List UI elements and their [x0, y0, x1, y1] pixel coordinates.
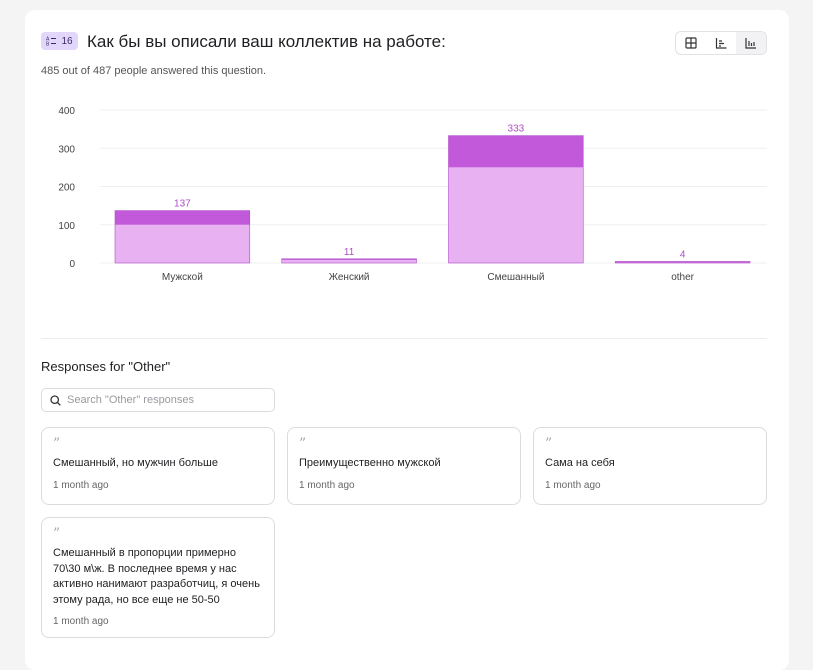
y-tick-label: 400	[58, 106, 75, 117]
y-tick-label: 100	[58, 221, 75, 232]
vertical-bar-view-button[interactable]	[736, 32, 766, 54]
bar-segment-upper	[615, 261, 750, 263]
quote-icon: ”	[545, 436, 553, 452]
response-text: Преимущественно мужской	[299, 457, 441, 469]
x-category-label: other	[671, 272, 694, 283]
svg-text:B: B	[46, 42, 50, 47]
bar-value-label: 137	[174, 199, 191, 210]
response-time: 1 month ago	[299, 479, 355, 491]
bar-value-label: 4	[680, 249, 686, 260]
response-text: Смешанный в пропорции примерно 70\30 м\ж…	[53, 547, 260, 606]
response-time: 1 month ago	[53, 616, 109, 627]
x-category-label: Женский	[329, 272, 370, 283]
response-text: Сама на себя	[545, 457, 615, 469]
other-responses-title: Responses for "Other"	[41, 359, 171, 374]
divider	[41, 338, 767, 339]
y-tick-label: 0	[69, 259, 75, 270]
question-number: 16	[61, 35, 73, 47]
bar-segment-upper	[448, 135, 584, 168]
bar-outline	[614, 261, 751, 264]
other-search-input[interactable]	[67, 394, 257, 406]
view-toggle	[675, 31, 767, 55]
response-time: 1 month ago	[53, 479, 109, 491]
svg-text:A: A	[46, 37, 50, 43]
question-title: Как бы вы описали ваш коллектив на работ…	[87, 32, 446, 51]
bar-outline	[114, 210, 251, 264]
y-tick-label: 300	[58, 144, 75, 155]
response-card: ” Сама на себя 1 month ago	[533, 427, 767, 505]
bar-value-label: 11	[344, 247, 355, 258]
quote-icon: ”	[299, 436, 307, 452]
answered-count: 485 out of 487 people answered this ques…	[41, 65, 267, 77]
bar-segment-upper	[115, 210, 250, 225]
other-search	[41, 388, 275, 412]
x-category-label: Смешанный	[487, 272, 544, 283]
bar-segment-lower	[281, 259, 417, 263]
bar-outline	[281, 258, 417, 264]
table-view-button[interactable]	[676, 32, 706, 54]
y-tick-label: 200	[58, 183, 75, 194]
search-icon	[50, 394, 61, 406]
table-icon	[685, 37, 697, 49]
response-card: ” Смешанный в пропорции примерно 70\30 м\…	[41, 517, 275, 638]
bar-segment-lower	[115, 224, 250, 263]
vertical-bar-icon	[745, 38, 756, 49]
response-card: ” Смешанный, но мужчин больше 1 month ago	[41, 427, 275, 505]
bar-chart: 0 100 200 300 400 137 Мужской 11 Женский 333 Смеша…	[58, 106, 767, 283]
bar-segment-lower	[448, 167, 584, 263]
bar-value-label: 333	[508, 124, 525, 135]
quote-icon: ”	[53, 436, 61, 452]
response-text: Смешанный, но мужчин больше	[53, 457, 218, 469]
response-time: 1 month ago	[545, 479, 601, 491]
bar-outline	[448, 135, 584, 264]
horizontal-bar-view-button[interactable]	[706, 32, 736, 54]
x-category-label: Мужской	[162, 272, 203, 283]
quote-icon: ”	[53, 526, 61, 542]
list-order-icon: AB	[46, 37, 57, 47]
response-card: ” Преимущественно мужской 1 month ago	[287, 427, 521, 505]
bar-segment-upper	[281, 258, 417, 260]
horizontal-bar-icon	[715, 38, 727, 49]
